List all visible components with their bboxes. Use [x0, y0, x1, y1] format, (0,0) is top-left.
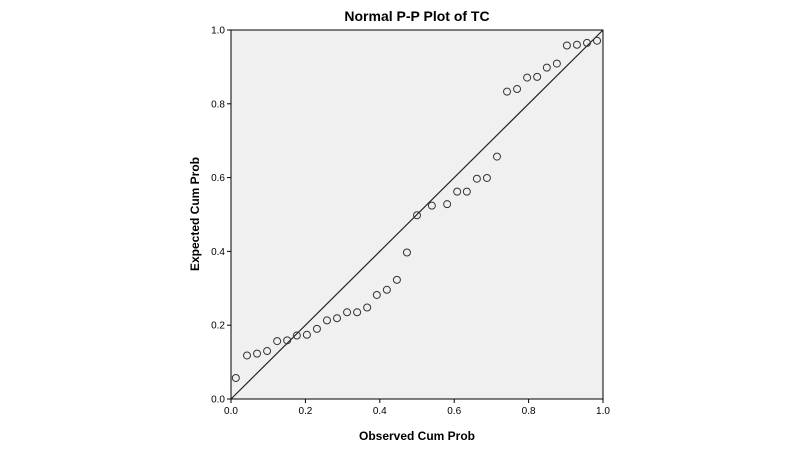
data-point — [427, 201, 436, 210]
y-tick-label: 0.0 — [211, 395, 225, 406]
data-point — [231, 373, 240, 382]
data-point — [283, 336, 292, 345]
data-point — [453, 187, 462, 196]
data-point — [482, 173, 491, 182]
data-point — [552, 59, 561, 68]
x-tick-label: 1.0 — [596, 406, 610, 417]
data-point — [583, 38, 592, 47]
data-point — [372, 290, 381, 299]
data-point — [353, 308, 362, 317]
x-tick-label: 0.0 — [224, 406, 238, 417]
chart-title: Normal P-P Plot of TC — [344, 8, 489, 24]
y-axis-label: Expected Cum Prob — [188, 157, 202, 271]
y-tick-label: 0.8 — [211, 99, 225, 110]
y-tick-label: 0.2 — [211, 321, 225, 332]
y-tick-label: 0.4 — [211, 247, 225, 258]
data-point — [312, 324, 321, 333]
x-axis-label: Observed Cum Prob — [359, 429, 475, 443]
data-point — [292, 331, 301, 340]
data-point — [593, 36, 602, 45]
data-point — [472, 174, 481, 183]
data-point — [542, 63, 551, 72]
data-point — [363, 303, 372, 312]
data-point — [253, 349, 262, 358]
data-point — [322, 316, 331, 325]
data-point — [392, 275, 401, 284]
data-point — [413, 211, 421, 220]
y-tick-label: 1.0 — [211, 26, 225, 37]
x-tick-label: 0.4 — [373, 406, 387, 417]
data-point — [333, 314, 342, 323]
x-tick-label: 0.8 — [522, 406, 536, 417]
x-tick-label: 0.2 — [298, 406, 312, 417]
data-point — [343, 308, 352, 317]
data-point — [513, 85, 522, 94]
data-point — [533, 72, 542, 81]
data-point — [263, 347, 272, 356]
y-tick-label: 0.6 — [211, 173, 225, 184]
data-point — [572, 40, 581, 49]
data-point — [242, 351, 251, 360]
data-point — [273, 337, 282, 346]
data-point — [562, 41, 571, 50]
data-point — [443, 200, 452, 209]
data-point — [382, 285, 391, 294]
reference-line — [230, 29, 604, 400]
data-point — [402, 248, 411, 257]
x-tick-label: 0.6 — [447, 406, 461, 417]
data-point — [503, 87, 512, 96]
data-point — [462, 187, 471, 196]
data-point — [302, 330, 311, 339]
data-point — [492, 152, 501, 161]
data-point — [523, 73, 532, 82]
